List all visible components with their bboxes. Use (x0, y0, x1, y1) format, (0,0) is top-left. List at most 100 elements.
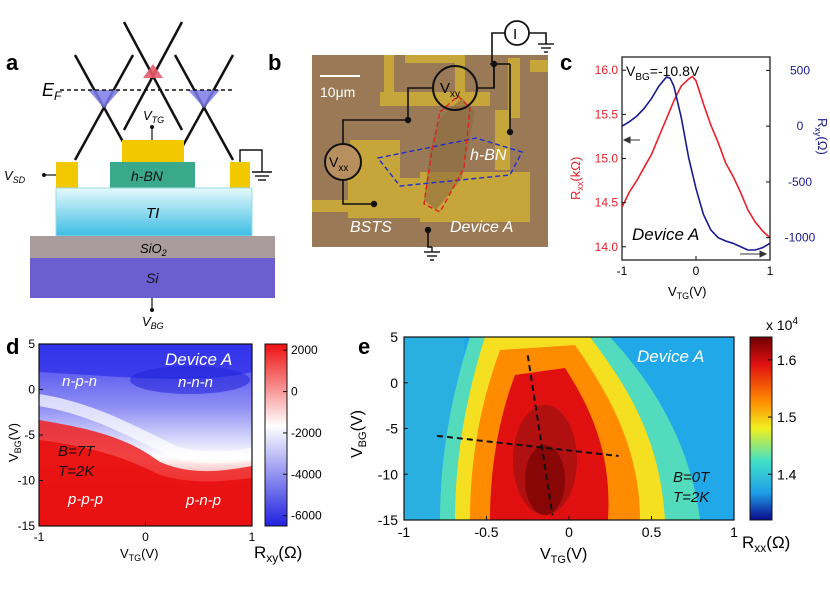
y-axis-label-left-c: Rxx(kΩ) (568, 157, 585, 200)
device-label-d: Device A (165, 350, 232, 369)
hbn-layer (110, 162, 195, 188)
y-tick-label-right-c: 0 (797, 119, 804, 133)
vxy-meter (432, 65, 478, 111)
vxx-meter (324, 143, 362, 181)
region-pnp: p-n-p (185, 492, 221, 509)
x-tick-label-d: -1 (34, 530, 45, 544)
ti-label: TI (146, 205, 159, 222)
y-axis-label-d: VBG(V) (6, 423, 23, 462)
x-tick-label-d: 1 (249, 530, 256, 544)
y-tick-label-left-c: 15.0 (595, 152, 619, 166)
colorbar-e (749, 336, 773, 521)
x-tick-label-c: 1 (767, 264, 774, 278)
panel-d: d -1 0 150-5-10-15 Device A n-p-n n-n-n p-… (6, 334, 322, 565)
region-ppp: p-p-p (67, 491, 103, 508)
colorbar-tick-label-d: 2000 (291, 343, 318, 357)
dirac-cone-center (122, 21, 184, 131)
condition-t-e: T=2K (673, 489, 710, 506)
y-tick-label-left-c: 14.0 (595, 240, 619, 254)
fermi-level-label: EF (42, 80, 62, 103)
y-tick-label-e: -15 (378, 512, 398, 528)
x-axis-label-c: VTG(V) (668, 284, 707, 301)
condition-t-d: T=2K (58, 463, 95, 480)
y-tick-label-d: -5 (24, 428, 35, 442)
si-layer (30, 258, 275, 298)
colorbar-tick-label-d: -6000 (291, 509, 322, 523)
x-tick-label-e: 0 (565, 524, 573, 540)
x-axis-label-d: VTG(V) (120, 546, 159, 563)
si-label: Si (146, 270, 159, 286)
x-axis-label-e: VTG(V) (540, 546, 587, 566)
series-line-rxx (622, 75, 770, 239)
y-axis-label-e: VBG(V) (349, 410, 369, 458)
device-label-b: Device A (450, 219, 513, 236)
y-tick-label-left-c: 16.0 (595, 63, 619, 77)
condition-b-d: B=7T (58, 443, 96, 460)
heatmap-d (39, 344, 252, 526)
top-gate-electrode (122, 140, 184, 164)
y-tick-label-left-c: 14.5 (595, 196, 619, 210)
colorbar-tick-label-d: -4000 (291, 467, 322, 481)
colorbar-label-e: Rxx(Ω) (742, 533, 790, 555)
bsts-outline (423, 95, 471, 213)
sio2-layer (30, 236, 275, 258)
region-nnn: n-n-n (178, 374, 213, 391)
y-tick-label-left-c: 15.5 (595, 107, 619, 121)
vbg-label: VBG (142, 314, 164, 331)
hbn-outline (376, 137, 524, 187)
panel-label-b: b (268, 50, 281, 75)
dirac-cone-right (173, 54, 235, 161)
hbn-label-b: h-BN (470, 147, 507, 164)
device-label-e: Device A (637, 347, 704, 366)
colorbar-tick-label-e: 1.4 (777, 466, 797, 482)
current-source (504, 20, 530, 46)
colorbar-tick-label-e: 1.6 (777, 352, 797, 368)
y-tick-label-e: -5 (386, 421, 399, 437)
x-tick-label-e: 1 (730, 524, 738, 540)
colorbar-d (264, 343, 288, 527)
axis-arrows (622, 136, 768, 258)
panel-label-a: a (6, 50, 19, 75)
y-tick-label-d: -15 (18, 519, 36, 533)
panel-a: a EF VTG h-BN VSD (4, 21, 275, 331)
panel-b: b 10μm (268, 20, 554, 261)
y-tick-label-d: 5 (28, 337, 35, 351)
x-tick-label-c: 0 (693, 264, 700, 278)
panel-c: c -1 0 114.014.515.015.516.0-1000-5000500 … (560, 50, 830, 301)
drain-contact (230, 162, 250, 188)
vtg-label: VTG (143, 108, 164, 125)
y-tick-label-right-c: 500 (790, 63, 810, 77)
panel-label-e: e (358, 334, 370, 359)
y-tick-label-e: 0 (390, 375, 398, 391)
colorbar-scale-e: x 104 (766, 316, 798, 333)
vbg-annotation: VBG=-10.8V (626, 63, 700, 83)
colorbar-label-d: Rxy(Ω) (254, 543, 302, 565)
y-tick-label-e: 5 (390, 329, 398, 345)
colorbar-tick-label-e: 1.5 (777, 409, 797, 425)
x-tick-label-c: -1 (617, 264, 628, 278)
y-tick-label-right-c: -1000 (785, 231, 816, 245)
colorbar-tick-label-d: -2000 (291, 426, 322, 440)
vxy-label: Vxy (440, 80, 460, 100)
guide-line-e (526, 355, 554, 516)
sio2-label: SiO2 (140, 241, 167, 258)
y-tick-label-e: -10 (378, 466, 398, 482)
source-contact (56, 162, 78, 188)
colorbar-tick-label-d: 0 (291, 385, 298, 399)
hbn-label: h-BN (131, 168, 164, 184)
y-tick-label-right-c: -500 (788, 175, 812, 189)
y-axis-label-right-c: Rxy(Ω) (813, 118, 830, 155)
series-line-rxy (622, 76, 770, 251)
bsts-label: BSTS (350, 219, 392, 236)
y-tick-label-d: 0 (28, 383, 35, 397)
panel-label-c: c (560, 50, 572, 75)
current-label: I (513, 26, 517, 43)
x-tick-label-e: -1 (398, 524, 411, 540)
device-label-c: Device A (632, 225, 699, 244)
guide-line-e (436, 434, 619, 457)
condition-b-e: B=0T (673, 469, 711, 486)
panel-e: e -1 -0.5 0 0.5 1 5 0 -5 -10 -15 Device A B=0T T=… (349, 316, 798, 566)
x-tick-label-e: -0.5 (474, 524, 498, 540)
vxx-label: Vxx (329, 154, 348, 174)
